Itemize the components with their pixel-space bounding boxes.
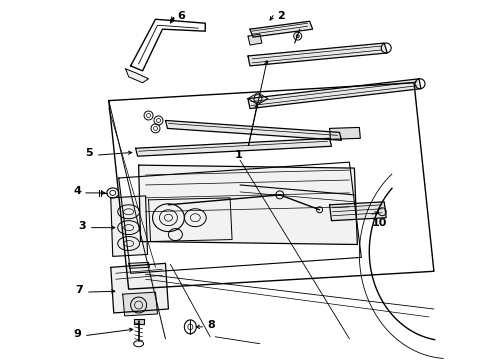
Text: 6: 6 xyxy=(177,11,185,21)
Polygon shape xyxy=(139,165,357,244)
Text: 10: 10 xyxy=(371,218,387,228)
Polygon shape xyxy=(122,292,157,316)
Polygon shape xyxy=(129,262,149,268)
Polygon shape xyxy=(134,319,144,324)
Text: 9: 9 xyxy=(73,329,81,339)
Text: 4: 4 xyxy=(73,186,81,196)
Text: 1: 1 xyxy=(234,150,242,160)
Polygon shape xyxy=(125,69,148,83)
Polygon shape xyxy=(248,43,387,66)
Text: 7: 7 xyxy=(75,285,83,295)
Polygon shape xyxy=(136,138,332,156)
Polygon shape xyxy=(248,79,421,109)
Text: 8: 8 xyxy=(207,320,215,330)
Polygon shape xyxy=(111,196,147,256)
Text: 5: 5 xyxy=(85,148,93,158)
Polygon shape xyxy=(111,264,169,313)
Polygon shape xyxy=(329,127,360,139)
Polygon shape xyxy=(329,202,386,221)
Text: 2: 2 xyxy=(277,11,285,21)
Polygon shape xyxy=(248,34,262,45)
Polygon shape xyxy=(250,21,313,37)
Polygon shape xyxy=(166,121,342,140)
Text: 3: 3 xyxy=(78,221,86,231)
